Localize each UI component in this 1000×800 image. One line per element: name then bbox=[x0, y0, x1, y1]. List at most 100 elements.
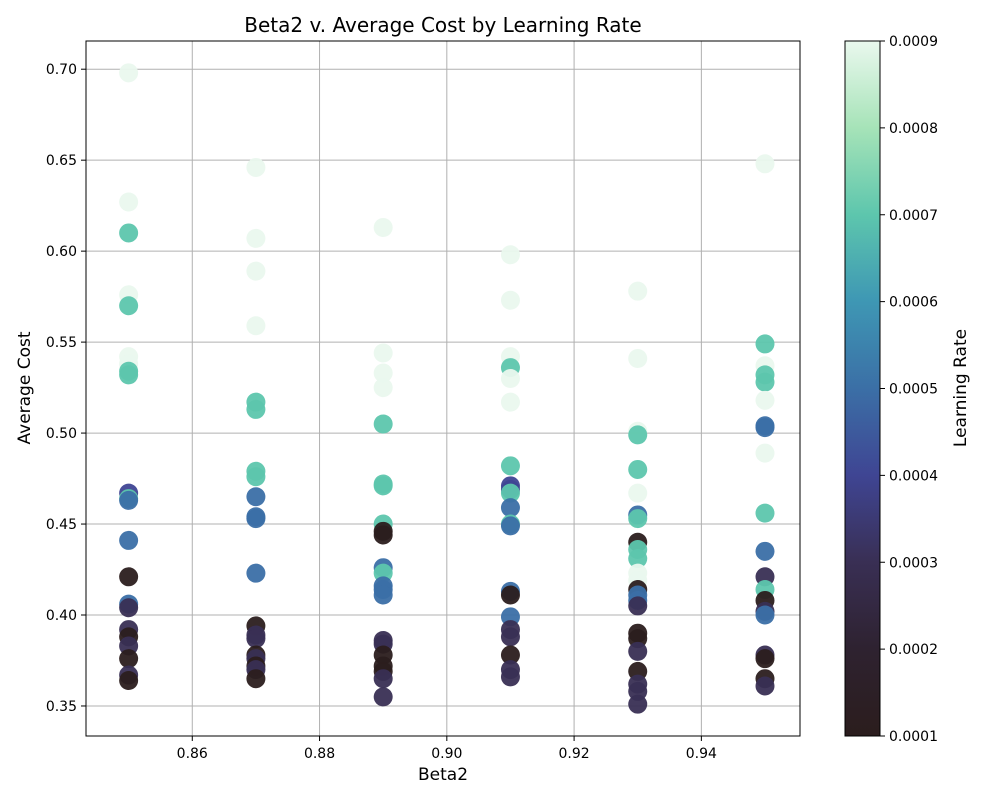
x-tick-label: 0.86 bbox=[177, 746, 208, 762]
colorbar-tick-label: 0.0005 bbox=[889, 382, 938, 398]
x-axis-ticks: 0.86 0.88 0.90 0.92 0.94 bbox=[177, 736, 717, 762]
data-point bbox=[373, 343, 393, 363]
y-tick-label: 0.55 bbox=[46, 335, 77, 351]
data-point bbox=[500, 392, 520, 412]
data-point bbox=[373, 363, 393, 383]
x-tick-label: 0.90 bbox=[431, 746, 462, 762]
data-point bbox=[119, 530, 139, 550]
data-point bbox=[628, 281, 648, 301]
data-point bbox=[755, 649, 775, 669]
data-point bbox=[500, 456, 520, 476]
data-point bbox=[373, 525, 393, 545]
colorbar-tick-label: 0.0007 bbox=[889, 208, 938, 224]
data-point bbox=[246, 509, 266, 529]
colorbar-title: Learning Rate bbox=[951, 329, 971, 447]
data-point bbox=[500, 483, 520, 503]
data-point bbox=[755, 605, 775, 625]
data-point bbox=[119, 567, 139, 587]
data-point bbox=[628, 425, 648, 445]
data-point bbox=[500, 290, 520, 310]
data-point bbox=[119, 365, 139, 385]
colorbar-tick-label: 0.0008 bbox=[889, 121, 938, 137]
x-tick-label: 0.94 bbox=[686, 746, 717, 762]
data-point bbox=[246, 487, 266, 507]
colorbar: 0.0001 0.0002 0.0003 0.0004 0.0005 0.0006 0.00… bbox=[844, 34, 971, 745]
data-point bbox=[246, 563, 266, 583]
data-point bbox=[119, 63, 139, 83]
data-points bbox=[119, 63, 775, 714]
data-point bbox=[373, 669, 393, 689]
colorbar-tick-label: 0.0004 bbox=[889, 468, 938, 484]
data-point bbox=[119, 649, 139, 669]
grid-lines bbox=[86, 41, 800, 736]
data-point bbox=[628, 348, 648, 368]
data-point bbox=[755, 443, 775, 463]
colorbar-tick-label: 0.0009 bbox=[889, 34, 938, 50]
data-point bbox=[500, 627, 520, 647]
data-point bbox=[373, 217, 393, 237]
data-point bbox=[500, 516, 520, 536]
data-point bbox=[628, 549, 648, 569]
y-tick-label: 0.70 bbox=[46, 62, 77, 78]
y-tick-label: 0.45 bbox=[46, 517, 77, 533]
data-point bbox=[755, 390, 775, 410]
colorbar-tick-label: 0.0001 bbox=[889, 729, 938, 745]
data-point bbox=[373, 476, 393, 496]
data-point bbox=[373, 585, 393, 605]
data-point bbox=[246, 157, 266, 177]
data-point bbox=[500, 498, 520, 518]
y-tick-label: 0.65 bbox=[46, 153, 77, 169]
colorbar-gradient bbox=[844, 40, 881, 737]
data-point bbox=[755, 334, 775, 354]
data-point bbox=[246, 399, 266, 419]
data-point bbox=[755, 541, 775, 561]
data-point bbox=[500, 585, 520, 605]
data-point bbox=[246, 629, 266, 649]
data-point bbox=[628, 483, 648, 503]
data-point bbox=[500, 645, 520, 665]
data-point bbox=[755, 372, 775, 392]
colorbar-tick-label: 0.0002 bbox=[889, 642, 938, 658]
data-point bbox=[373, 378, 393, 398]
plot-frame bbox=[85, 40, 801, 737]
data-point bbox=[755, 418, 775, 438]
chart-title: Beta2 v. Average Cost by Learning Rate bbox=[244, 13, 641, 37]
data-point bbox=[755, 503, 775, 523]
x-tick-label: 0.92 bbox=[559, 746, 590, 762]
colorbar-tick-label: 0.0003 bbox=[889, 555, 938, 571]
y-axis-ticks: 0.35 0.40 0.45 0.50 0.55 0.60 0.65 0.70 bbox=[46, 62, 86, 715]
data-point bbox=[119, 223, 139, 243]
data-point bbox=[755, 676, 775, 696]
data-point bbox=[119, 671, 139, 691]
data-point bbox=[119, 598, 139, 618]
data-point bbox=[500, 667, 520, 687]
data-point bbox=[373, 687, 393, 707]
data-point bbox=[373, 414, 393, 434]
colorbar-tick-label: 0.0006 bbox=[889, 295, 938, 311]
data-point bbox=[246, 316, 266, 336]
data-point bbox=[755, 154, 775, 174]
data-point bbox=[628, 694, 648, 714]
data-point bbox=[119, 490, 139, 510]
y-tick-label: 0.60 bbox=[46, 244, 77, 260]
data-point bbox=[628, 596, 648, 616]
data-point bbox=[500, 368, 520, 388]
data-point bbox=[500, 245, 520, 265]
y-tick-label: 0.40 bbox=[46, 608, 77, 624]
y-tick-label: 0.50 bbox=[46, 426, 77, 442]
data-point bbox=[119, 296, 139, 316]
y-axis-title: Average Cost bbox=[15, 331, 35, 444]
data-point bbox=[119, 192, 139, 212]
x-tick-label: 0.88 bbox=[304, 746, 335, 762]
data-point bbox=[628, 459, 648, 479]
data-point bbox=[246, 467, 266, 487]
data-point bbox=[246, 261, 266, 281]
data-point bbox=[246, 669, 266, 689]
x-axis-title: Beta2 bbox=[418, 765, 468, 785]
y-tick-label: 0.35 bbox=[46, 699, 77, 715]
data-point bbox=[246, 228, 266, 248]
data-point bbox=[628, 641, 648, 661]
colorbar-ticks: 0.0001 0.0002 0.0003 0.0004 0.0005 0.0006 0.00… bbox=[880, 34, 938, 745]
data-point bbox=[628, 509, 648, 529]
